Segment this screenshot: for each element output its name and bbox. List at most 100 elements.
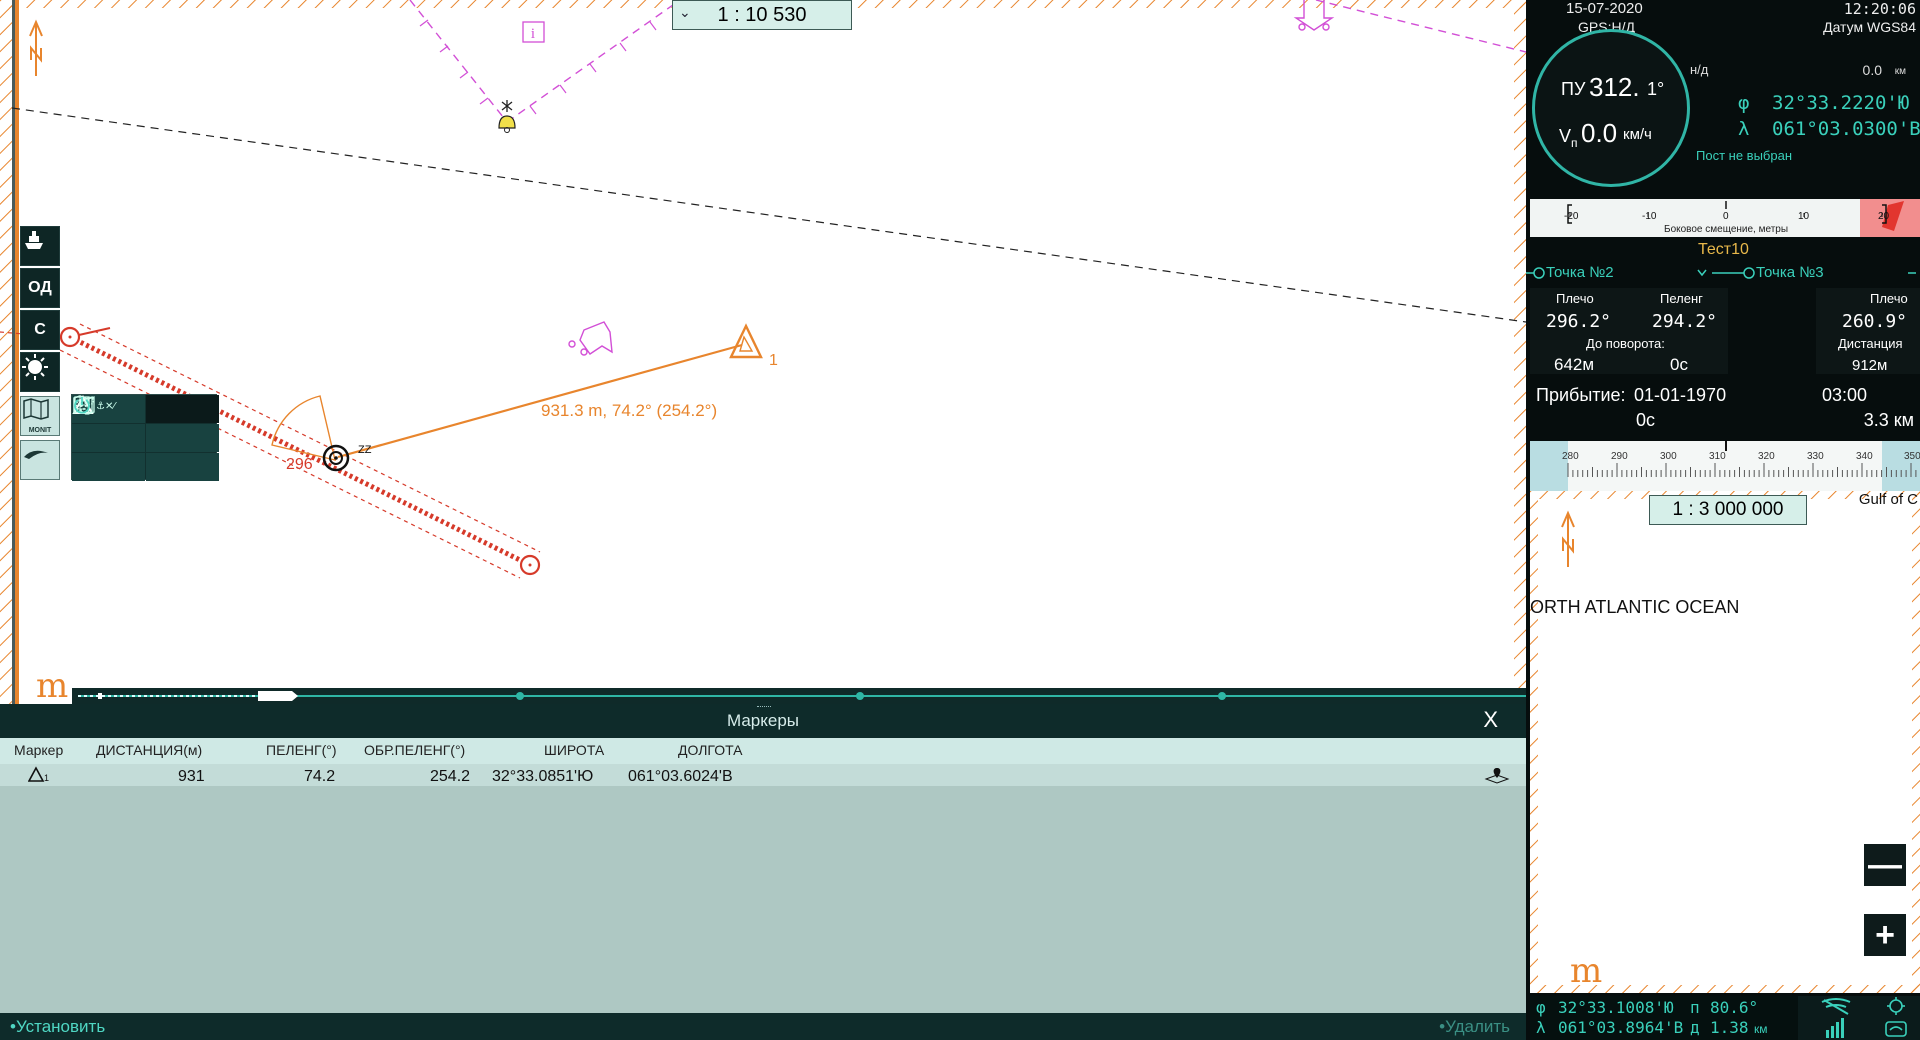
bell-buoy-icon[interactable]: [498, 100, 516, 133]
heading-tick: 290: [1611, 451, 1628, 462]
ship-view-button[interactable]: [20, 226, 60, 266]
xte-tick: -20: [1564, 211, 1579, 222]
leg-to-box: [1816, 288, 1920, 374]
restricted-area-ticks: [419, 19, 657, 115]
distance-value: 912м: [1852, 357, 1888, 374]
cell-longitude: 061°03.6024'В: [628, 768, 733, 785]
vessel-label: ZZ: [358, 444, 372, 456]
lat-value: 32°33.2220'Ю: [1772, 92, 1910, 114]
measure-line: [337, 343, 743, 459]
chart-scale-selector[interactable]: ⌄ 1 : 10 530: [672, 0, 852, 30]
zoom-out-button[interactable]: —: [1864, 844, 1906, 886]
table-row[interactable]: 1 931 74.2 254.2 32°33.0851'Ю 061°03.602…: [0, 764, 1526, 786]
anchorage-icon[interactable]: [568, 321, 613, 356]
lon-value: 061°03.0300'В: [1772, 118, 1920, 140]
column-header-reverse-bearing[interactable]: ОБР.ПЕЛЕНГ(°): [364, 742, 466, 758]
arrival-date: 01-01-1970: [1634, 385, 1727, 405]
delete-marker-button[interactable]: •Удалить: [1439, 1017, 1510, 1036]
cursor-lon: 061°03.8964'В: [1558, 1018, 1684, 1037]
heading-label: ПУ: [1561, 79, 1586, 99]
timeline-point[interactable]: [516, 692, 524, 700]
arm-to-label: Плечо: [1870, 291, 1908, 306]
column-header-latitude[interactable]: ШИРОТА: [544, 742, 605, 758]
route-from-point[interactable]: Точка №2: [1546, 264, 1614, 281]
cursor-distance-label: д: [1690, 1018, 1700, 1037]
marker-tool-button[interactable]: [72, 395, 219, 423]
overview-scale[interactable]: 1 : 3 000 000: [1649, 495, 1807, 525]
zoom-in-button[interactable]: +: [1864, 914, 1906, 956]
markers-panel-header[interactable]: Маркеры X: [0, 704, 1526, 738]
to-turn-label: До поворота:: [1586, 336, 1665, 351]
bearing-label: Пеленг: [1660, 291, 1703, 306]
xte-tick: -10: [1642, 211, 1657, 222]
cursor-distance: 1.38: [1710, 1018, 1749, 1037]
topmark-icon[interactable]: [1293, 0, 1335, 31]
monitor-mode-button[interactable]: MONIT: [20, 396, 60, 436]
sun-icon: [22, 354, 48, 380]
marker-index: 1: [769, 352, 778, 369]
overview-chart[interactable]: Gulf of C 1 : 3 000 000 ORTH ATLANTIC OC…: [1530, 491, 1920, 993]
resize-grip-icon[interactable]: [757, 706, 771, 709]
heading-tape-right-zone: [1882, 441, 1920, 491]
arm-to-value: 260.9°: [1842, 311, 1908, 332]
column-header-distance[interactable]: ДИСТАНЦИЯ(м): [96, 742, 203, 758]
chart-scale-value: 1 : 10 530: [717, 3, 807, 26]
xte-tick: 10: [1798, 211, 1810, 222]
marker-type-icon: [27, 766, 52, 789]
waypoint-start[interactable]: [59, 326, 81, 348]
triangle-marker-icon[interactable]: [729, 323, 763, 359]
playback-timeline[interactable]: [72, 688, 1526, 704]
power-icon: [74, 397, 90, 414]
arrival-label: Прибытие:: [1536, 385, 1626, 405]
set-marker-button[interactable]: •Установить: [10, 1017, 106, 1036]
chart-tools-menu: ⚓✕⁄: [71, 394, 219, 481]
od-button[interactable]: ОД: [20, 268, 60, 308]
speed-unit: км/ч: [1623, 126, 1652, 143]
chart-border-left: [0, 0, 12, 704]
heading-tick: 340: [1856, 451, 1873, 462]
column-header-longitude[interactable]: ДОЛГОТА: [678, 742, 743, 758]
lon-symbol: λ: [1738, 118, 1750, 140]
post-status: Пост не выбран: [1696, 148, 1792, 163]
plus-icon: +: [1875, 915, 1895, 954]
north-arrow-icon: [29, 19, 43, 76]
vessel-icon[interactable]: [322, 444, 350, 472]
cursor-bearing: 80.6°: [1710, 998, 1759, 1017]
svg-text:i: i: [531, 26, 535, 42]
route-measure-label: 931.3 m, 74.2° (254.2°): [541, 401, 718, 420]
heading-tick: 320: [1758, 451, 1775, 462]
cell-bearing: 74.2: [304, 768, 336, 785]
cursor-status-bar: φ 32°33.1008'Ю λ 061°03.8964'В п 80.6° д…: [1530, 996, 1920, 1040]
chart-border-line: [12, 0, 15, 704]
locate-marker-icon[interactable]: [1484, 766, 1510, 789]
to-turn-distance: 642м: [1554, 355, 1595, 374]
s-button[interactable]: С: [20, 310, 60, 350]
waypoint-end[interactable]: [519, 554, 541, 576]
cell-reverse-bearing: 254.2: [430, 768, 471, 785]
bearing-label: 296: [286, 456, 313, 473]
close-icon[interactable]: X: [1483, 707, 1498, 732]
charts-tool-button[interactable]: [72, 395, 145, 452]
distance-label: Дистанция: [1838, 336, 1903, 351]
track-button[interactable]: [20, 440, 60, 480]
day-night-button[interactable]: [20, 352, 60, 392]
timeline-handle[interactable]: [258, 691, 298, 701]
timeline-point[interactable]: [856, 692, 864, 700]
gulf-label: Gulf of C: [1858, 491, 1918, 508]
column-header-bearing[interactable]: ПЕЛЕНГ(°): [266, 742, 337, 758]
map-tools-button[interactable]: ⚓✕⁄: [73, 395, 219, 452]
cursor-lat: 32°33.1008'Ю: [1558, 998, 1674, 1017]
cursor-distance-unit: км: [1754, 1022, 1768, 1036]
arm-label: Плечо: [1556, 291, 1594, 306]
route-to-point[interactable]: Точка №3: [1756, 264, 1824, 281]
column-header-marker[interactable]: Маркер: [14, 742, 64, 758]
timeline-point[interactable]: [1218, 692, 1226, 700]
chevron-down-icon: ⌄: [679, 4, 691, 20]
minus-icon: —: [1868, 845, 1902, 884]
info-icon[interactable]: i: [522, 21, 545, 43]
power-button[interactable]: [74, 397, 219, 481]
route-name[interactable]: Тест10: [1698, 241, 1749, 258]
main-chart[interactable]: i: [0, 0, 1526, 704]
settings-tool-button[interactable]: [72, 396, 145, 481]
